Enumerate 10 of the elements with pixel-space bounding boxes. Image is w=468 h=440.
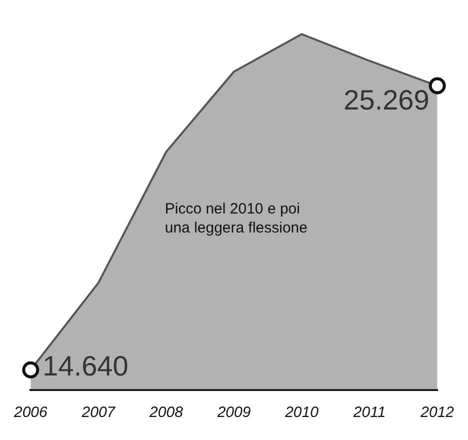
x-tick-label: 2007 [80, 404, 116, 422]
data-label: 14.640 [42, 350, 128, 382]
x-tick-label: 2008 [148, 404, 184, 422]
data-label: 25.269 [344, 84, 430, 116]
x-tick-label: 2009 [216, 404, 252, 422]
x-tick-label: 2010 [284, 404, 320, 422]
x-tick-label: 2012 [420, 404, 455, 422]
x-tick-label: 2011 [352, 404, 386, 422]
x-tick-label: 2006 [12, 404, 48, 422]
annotation: Picco nel 2010 e poi una leggera flessione [164, 200, 308, 237]
